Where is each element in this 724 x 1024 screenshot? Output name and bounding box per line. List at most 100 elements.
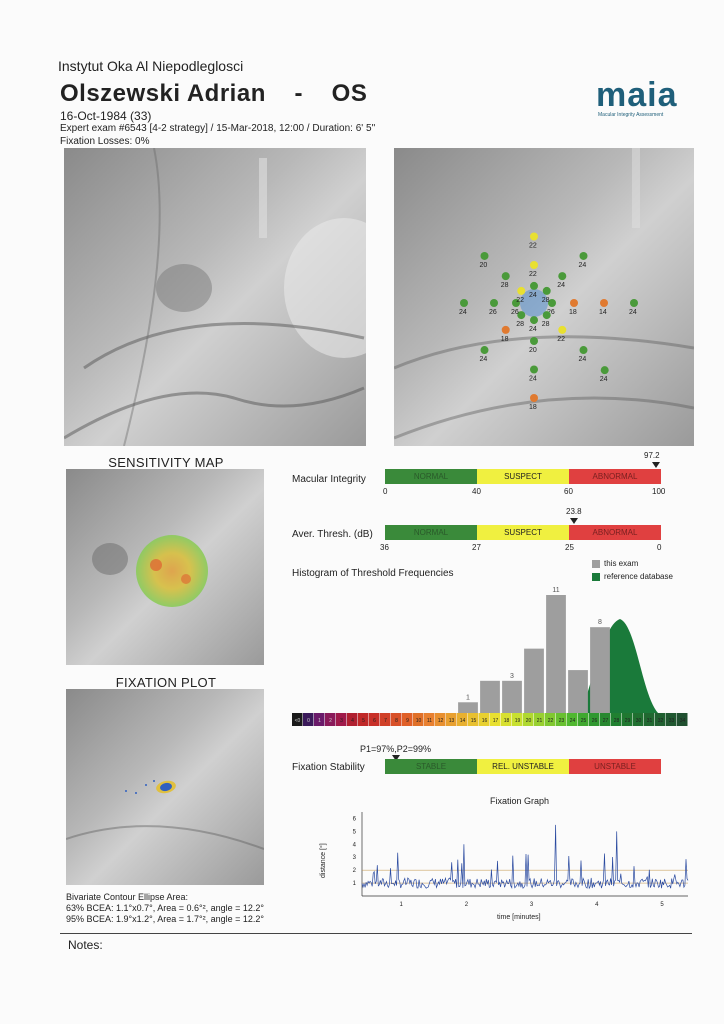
histogram-tick-label: 3: [340, 718, 343, 724]
at-suspect-segment: SUSPECT: [477, 525, 569, 540]
grid-point: [512, 299, 520, 307]
at-tick-3: 0: [657, 543, 662, 552]
aver-thresh-marker: [570, 518, 578, 524]
legend-reference: reference database: [592, 570, 673, 583]
fixation-cloud: [66, 780, 264, 850]
histogram-bar: [568, 670, 588, 713]
mi-abnormal-segment: ABNORMAL: [569, 469, 661, 484]
histogram-strip-cell: [380, 713, 391, 726]
notes-divider: [60, 933, 692, 934]
histogram-strip-cell: [523, 713, 534, 726]
grid-value: 24: [529, 326, 537, 333]
grid-point: [517, 286, 526, 295]
fixation-ytick: 5: [353, 829, 357, 835]
aver-thresh-bar: NORMAL SUSPECT ABNORMAL: [385, 525, 661, 540]
histogram-bar-label: 1: [466, 694, 470, 701]
histogram-strip-cell: [347, 713, 358, 726]
fixation-ytick: 2: [353, 868, 357, 874]
grid-value: 24: [459, 309, 467, 316]
macular-integrity-bar: NORMAL SUSPECT ABNORMAL: [385, 469, 661, 484]
histogram-tick-label: 9: [406, 718, 409, 724]
fixation-graph-title: Fixation Graph: [490, 796, 550, 806]
grid-point: [517, 311, 526, 320]
histogram-strip-cell: [369, 713, 380, 726]
histogram-strip-cell: [567, 713, 578, 726]
grid-point: [460, 299, 468, 307]
histogram-bar: [458, 702, 478, 713]
bcea-info: Bivariate Contour Ellipse Area: 63% BCEA…: [66, 892, 264, 925]
aver-thresh-label: Aver. Thresh. (dB): [292, 529, 373, 540]
histogram-strip-cell: [589, 713, 600, 726]
histogram-strip-cell: [512, 713, 523, 726]
grid-value: 22: [516, 297, 524, 304]
at-abnormal-segment: ABNORMAL: [569, 525, 661, 540]
macular-integrity-marker: [652, 462, 660, 468]
histogram-strip-cell: [600, 713, 611, 726]
histogram-bar: [502, 680, 522, 713]
fixation-stability-marker: [392, 755, 400, 761]
grid-point: [530, 337, 538, 345]
histogram-tick-label: 24: [570, 718, 576, 724]
fundus-vessels: [64, 148, 366, 446]
histogram-strip-cell: [413, 713, 424, 726]
mi-tick-0: 0: [383, 487, 388, 496]
histogram-strip-cell: [303, 713, 314, 726]
histogram-strip-cell: [479, 713, 490, 726]
histogram-strip-cell: [325, 713, 336, 726]
histogram-tick-label: 8: [395, 718, 398, 724]
legend-this-exam-label: this exam: [604, 559, 639, 568]
fixation-graph-ylabel: distance [°]: [320, 843, 327, 878]
histogram-tick-label: 14: [460, 718, 466, 724]
histogram-tick-label: 21: [537, 718, 543, 724]
at-tick-1: 27: [472, 543, 481, 552]
histogram-tick-label: 16: [482, 718, 488, 724]
histogram-tick-label: 13: [449, 718, 455, 724]
fixation-xtick: 2: [465, 902, 469, 908]
histogram-bar-label: 11: [552, 587, 559, 594]
mi-tick-1: 40: [472, 487, 481, 496]
mi-suspect-segment: SUSPECT: [477, 469, 569, 484]
fixation-xtick: 1: [400, 902, 404, 908]
grid-value: 28: [501, 282, 509, 289]
histogram-tick-label: 28: [614, 718, 620, 724]
histogram-strip-cell: [556, 713, 567, 726]
patient-dob: 16-Oct-1984 (33): [60, 109, 152, 123]
grid-point: [480, 346, 489, 355]
grid-value: 26: [511, 309, 519, 316]
fixation-ytick: 1: [353, 881, 357, 887]
aver-thresh-marker-value: 23.8: [566, 507, 582, 516]
grid-point: [570, 299, 578, 307]
histogram-tick-label: 18: [504, 718, 510, 724]
legend-reference-label: reference database: [604, 572, 673, 581]
grid-value: 26: [489, 309, 497, 316]
grid-value: 22: [557, 336, 565, 343]
histogram-strip-cell: [655, 713, 666, 726]
histogram-tick-label: 32: [658, 718, 664, 724]
grid-value: 20: [480, 262, 488, 269]
grid-value: 24: [557, 282, 565, 289]
mi-tick-3: 100: [652, 487, 666, 496]
fs-stable-segment: STABLE: [385, 759, 477, 774]
histogram-tick-label: 27: [603, 718, 609, 724]
histogram-strip-cell: [468, 713, 479, 726]
bcea-95: 95% BCEA: 1.9°x1.2°, Area = 1.7°², angle…: [66, 914, 265, 924]
histogram-strip-cell: [622, 713, 633, 726]
histogram-tick-label: 12: [438, 718, 444, 724]
histogram-tick-label: 5: [362, 718, 365, 724]
histogram-tick-label: 26: [592, 718, 598, 724]
legend-reference-swatch: [592, 572, 600, 581]
histogram-tick-label: <0: [295, 718, 301, 724]
fs-unstable-segment: UNSTABLE: [569, 759, 661, 774]
histogram-tick-label: 33: [669, 718, 675, 724]
histogram-strip-cell: [666, 713, 677, 726]
histogram-strip-cell: [578, 713, 589, 726]
grid-point: [530, 232, 538, 241]
grid-value: 24: [629, 309, 637, 316]
histogram-tick-label: 0: [307, 718, 310, 724]
sensitivity-overlay: [92, 535, 208, 607]
fixation-plot-image: [66, 689, 264, 885]
macular-integrity-marker-value: 97.2: [644, 451, 660, 460]
histogram-strip-cell: [633, 713, 644, 726]
histogram-bar-label: 3: [510, 673, 514, 680]
fixation-losses: Fixation Losses: 0%: [60, 136, 150, 147]
